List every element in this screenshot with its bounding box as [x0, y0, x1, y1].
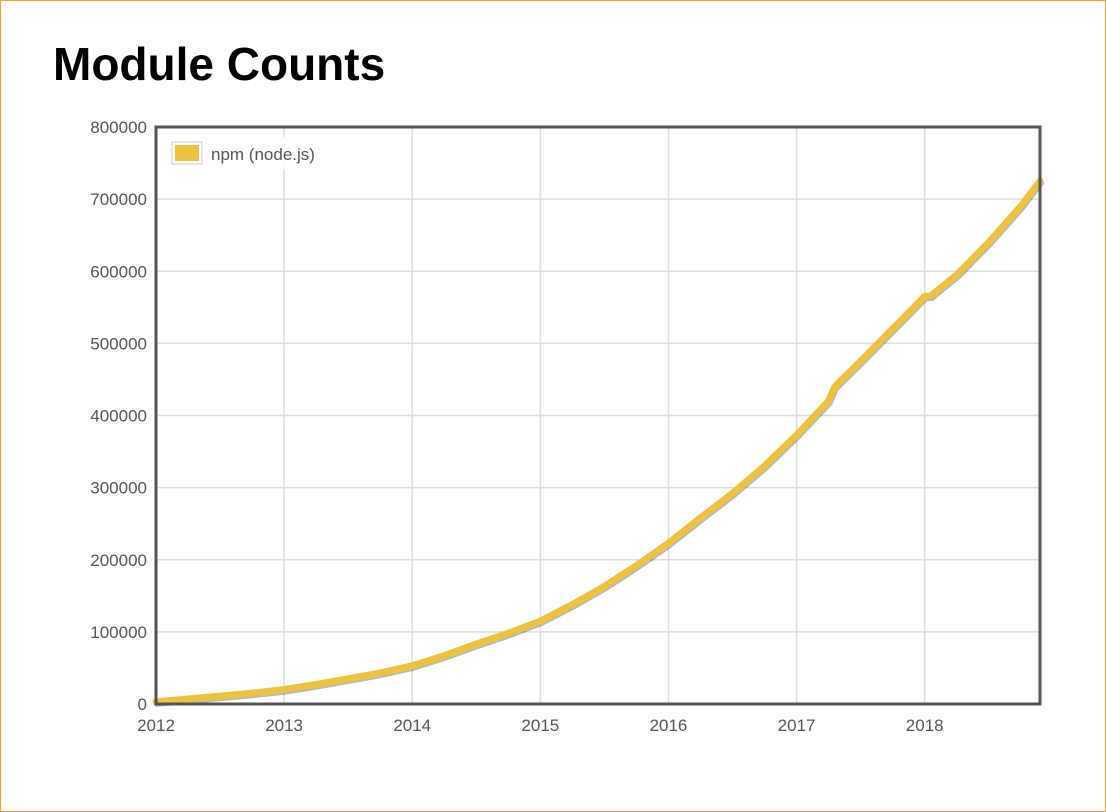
- x-tick-label: 2012: [137, 716, 175, 735]
- page-title: Module Counts: [53, 38, 386, 90]
- series-line-npm: [152, 177, 1044, 706]
- legend: npm (node.js): [167, 137, 347, 169]
- y-tick-label: 300000: [90, 479, 147, 498]
- x-tick-label: 2017: [778, 716, 816, 735]
- legend-swatch-npm: [175, 145, 199, 161]
- x-tick-label: 2018: [906, 716, 944, 735]
- grid-lines: [156, 126, 1040, 705]
- legend-label-npm: npm (node.js): [211, 145, 315, 164]
- y-tick-label: 100000: [90, 623, 147, 642]
- x-tick-label: 2016: [650, 716, 688, 735]
- series-line-shadow-0: [154, 180, 1044, 707]
- y-axis-ticks: 0 100000 200000 300000 400000 500000 600000 700…: [90, 118, 147, 714]
- x-axis-ticks: 2012 2013 2014 2015 2016 2017 2018: [137, 716, 944, 735]
- y-tick-label: 700000: [90, 190, 147, 209]
- legend-swatch-border: [171, 141, 203, 165]
- plot-border: [154, 125, 1042, 706]
- y-tick-label: 400000: [90, 407, 147, 426]
- y-tick-label: 0: [138, 695, 147, 714]
- y-tick-label: 500000: [90, 334, 147, 353]
- y-tick-label: 200000: [90, 551, 147, 570]
- x-tick-label: 2013: [265, 716, 303, 735]
- x-tick-label: 2014: [393, 716, 431, 735]
- y-tick-label: 600000: [90, 262, 147, 281]
- y-tick-label: 800000: [90, 118, 147, 137]
- x-tick-label: 2015: [521, 716, 559, 735]
- series-layer: [152, 177, 1044, 707]
